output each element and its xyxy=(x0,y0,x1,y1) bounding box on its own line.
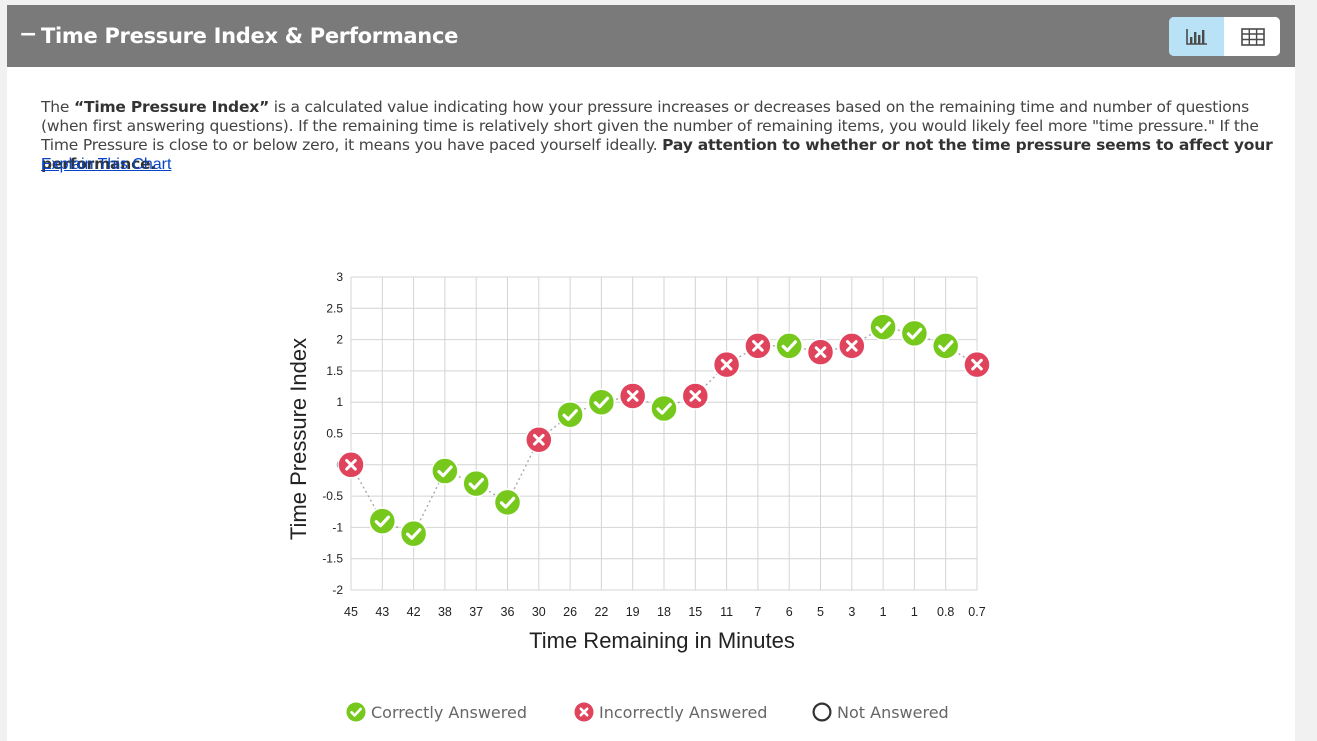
view-toggle xyxy=(1169,17,1280,56)
table-grid-icon xyxy=(1240,27,1265,46)
y-tick-label: 3 xyxy=(336,270,343,284)
chart-view-button[interactable] xyxy=(1169,17,1224,56)
y-tick-label: -2 xyxy=(332,583,343,597)
x-tick-label: 36 xyxy=(501,605,515,619)
legend-incorrect-label: Incorrectly Answered xyxy=(599,702,768,722)
y-tick-label: 2 xyxy=(336,333,343,347)
y-axis-label: Time Pressure Index xyxy=(286,338,311,540)
desc-body: is a calculated value indicating how you… xyxy=(41,98,1259,154)
data-point-incorrect[interactable] xyxy=(712,350,741,379)
x-tick-label: 38 xyxy=(438,605,452,619)
empty-circle-icon xyxy=(812,702,832,722)
y-tick-label: -1.5 xyxy=(322,552,343,566)
check-circle-icon xyxy=(346,702,366,722)
data-point-incorrect[interactable] xyxy=(681,382,710,410)
x-tick-label: 26 xyxy=(563,605,577,619)
y-tick-label: -1 xyxy=(332,520,343,534)
data-point-correct[interactable] xyxy=(587,388,616,416)
data-point-correct[interactable] xyxy=(775,332,803,360)
data-point-correct[interactable] xyxy=(368,507,397,535)
y-tick-label: 0.5 xyxy=(326,427,343,441)
data-point-correct[interactable] xyxy=(900,319,929,348)
x-tick-label: 15 xyxy=(688,605,702,619)
x-tick-label: 5 xyxy=(817,605,824,619)
data-point-correct[interactable] xyxy=(399,519,428,548)
x-tick-label: 0.7 xyxy=(968,605,985,619)
legend-not-answered[interactable]: Not Answered xyxy=(812,701,949,723)
legend-correct[interactable]: Correctly Answered xyxy=(346,701,527,723)
time-pressure-chart: 32.521.510.50-0.5-1-1.5-2 45434238373630… xyxy=(286,270,991,653)
x-tick-label: 42 xyxy=(407,605,421,619)
x-tick-label: 37 xyxy=(469,605,483,619)
time-pressure-panel: − Time Pressure Index & Performance xyxy=(7,5,1295,741)
x-tick-label: 3 xyxy=(848,605,855,619)
desc-emphasis: Pay attention to whether or not the time… xyxy=(41,136,1273,173)
data-point-correct[interactable] xyxy=(869,313,897,341)
data-point-incorrect[interactable] xyxy=(744,332,772,360)
bar-chart-icon xyxy=(1185,28,1207,45)
chart-grid xyxy=(350,276,978,591)
x-tick-label: 19 xyxy=(626,605,640,619)
explain-chart-link[interactable]: Explain This Chart xyxy=(41,156,172,173)
data-point-incorrect[interactable] xyxy=(838,332,866,360)
x-tick-label: 7 xyxy=(754,605,761,619)
legend-correct-label: Correctly Answered xyxy=(371,702,527,722)
x-tick-label: 11 xyxy=(720,605,733,619)
table-view-button[interactable] xyxy=(1225,17,1280,56)
chart-description: The “Time Pressure Index” is a calculate… xyxy=(41,98,1281,174)
x-tick-label: 6 xyxy=(786,605,793,619)
desc-prefix: The xyxy=(41,98,74,116)
data-points xyxy=(337,313,991,548)
x-tick-label: 22 xyxy=(594,605,608,619)
data-point-correct[interactable] xyxy=(556,400,584,429)
panel-header[interactable]: − Time Pressure Index & Performance xyxy=(7,5,1295,67)
data-point-correct[interactable] xyxy=(493,488,522,517)
x-axis-label: Time Remaining in Minutes xyxy=(529,628,795,653)
x-tick-label: 1 xyxy=(880,605,887,619)
panel-title: Time Pressure Index & Performance xyxy=(41,24,459,48)
data-point-correct[interactable] xyxy=(650,394,678,423)
x-circle-icon xyxy=(574,702,594,722)
x-tick-label: 18 xyxy=(657,605,671,619)
data-point-incorrect[interactable] xyxy=(525,426,553,454)
data-point-incorrect[interactable] xyxy=(806,338,835,366)
y-tick-label: -0.5 xyxy=(322,489,343,503)
y-axis-ticks: 32.521.510.50-0.5-1-1.5-2 xyxy=(322,270,343,597)
x-tick-label: 30 xyxy=(532,605,546,619)
data-point-correct[interactable] xyxy=(431,457,459,485)
data-point-incorrect[interactable] xyxy=(618,382,647,410)
desc-term: “Time Pressure Index” xyxy=(73,98,270,116)
legend-incorrect[interactable]: Incorrectly Answered xyxy=(574,701,767,723)
x-tick-label: 45 xyxy=(344,605,358,619)
data-point-incorrect[interactable] xyxy=(963,350,991,379)
x-axis-ticks: 45 43 42 38 37 36 30 26 22 19 18 15 11 7 6 5 3 1 1 0.8 0.7 xyxy=(344,605,986,619)
x-tick-label: 1 xyxy=(911,605,918,619)
y-tick-label: 1.5 xyxy=(326,364,343,378)
data-point-incorrect[interactable] xyxy=(337,451,365,479)
legend-not-answered-label: Not Answered xyxy=(837,702,949,722)
y-tick-label: 2.5 xyxy=(326,301,343,315)
y-tick-label: 1 xyxy=(336,395,343,409)
x-tick-label: 0.8 xyxy=(937,605,954,619)
data-point-correct[interactable] xyxy=(462,469,490,498)
x-tick-label: 43 xyxy=(375,605,389,619)
data-point-correct[interactable] xyxy=(931,332,960,360)
collapse-icon[interactable]: − xyxy=(19,22,38,47)
